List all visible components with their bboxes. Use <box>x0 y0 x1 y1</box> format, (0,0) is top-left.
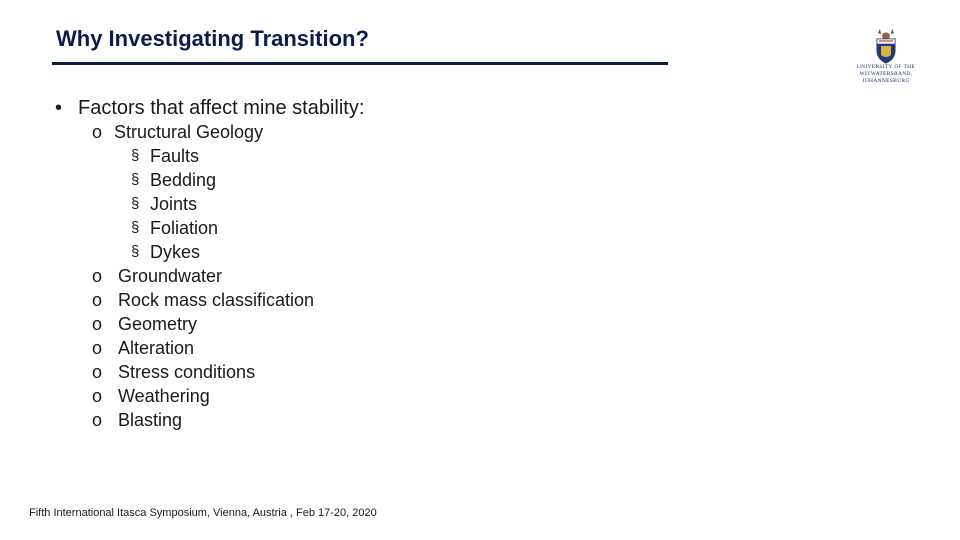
bullet-circle: o <box>92 122 103 142</box>
title-underline <box>52 62 668 65</box>
sub-list-item-text: Joints <box>150 194 198 214</box>
structural-geology-text: Structural Geology <box>114 122 264 142</box>
university-crest-icon <box>876 29 896 64</box>
bullet-circle: o <box>92 410 103 430</box>
sub-list-item-text: Bedding <box>150 170 217 190</box>
bullet-section-sign: § <box>131 195 140 212</box>
bullet-circle: o <box>92 338 103 358</box>
factor-list-item-text: Stress conditions <box>118 362 256 382</box>
bullet-section-sign: § <box>131 219 140 236</box>
bullet-circle: o <box>92 266 103 286</box>
bullet-section-sign: § <box>131 243 140 260</box>
slide-footer: Fifth International Itasca Symposium, Vi… <box>29 507 377 519</box>
university-logo: UNIVERSITY OF THE WITWATERSRAND, JOHANNE… <box>848 28 924 92</box>
sub-list-item-text: Faults <box>150 146 200 166</box>
university-name-line1: UNIVERSITY OF THE <box>856 64 916 70</box>
factor-list-item-text: Alteration <box>118 338 195 358</box>
bullet-circle: o <box>92 290 103 310</box>
factor-list-item-text: Weathering <box>118 386 210 406</box>
sub-list-item-text: Dykes <box>150 242 201 262</box>
sub-list-item-text: Foliation <box>150 218 219 238</box>
factor-list-item-text: Rock mass classification <box>118 290 315 310</box>
university-name-line2: WITWATERSRAND, <box>859 71 913 77</box>
slide-title: Why Investigating Transition? <box>56 26 369 51</box>
bullet-circle: o <box>92 314 103 334</box>
bullet-dot: • <box>55 97 63 119</box>
bullet-circle: o <box>92 386 103 406</box>
bullet-section-sign: § <box>131 171 140 188</box>
factor-list-item-text: Geometry <box>118 314 198 334</box>
main-bullet-text: Factors that affect mine stability: <box>78 97 365 119</box>
university-name-line3: JOHANNESBURG <box>862 78 910 84</box>
factor-list-item-text: Groundwater <box>118 266 223 286</box>
bullet-section-sign: § <box>131 147 140 164</box>
factor-list-item-text: Blasting <box>118 410 183 430</box>
bullet-circle: o <box>92 362 103 382</box>
